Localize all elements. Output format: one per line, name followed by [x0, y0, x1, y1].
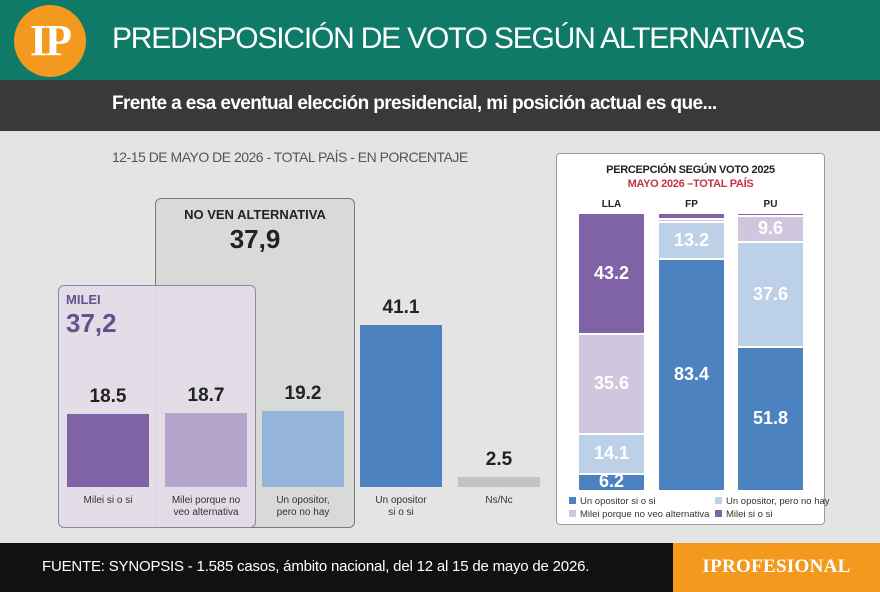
- stacked-segment: [659, 214, 724, 218]
- bar-category-label: Milei si o si: [83, 495, 133, 506]
- bar: [262, 411, 344, 487]
- column-header: FP: [685, 199, 698, 210]
- stacked-segment: [579, 335, 644, 434]
- bar-category-label: Ns/Nc: [485, 495, 513, 506]
- stacked-segment: [738, 243, 803, 346]
- group-milei-value: 37,2: [66, 308, 117, 338]
- legend-item: Milei si o si: [715, 509, 772, 520]
- stacked-segment: [659, 219, 724, 222]
- bar-value-label: 41.1: [382, 296, 420, 318]
- perception-panel: PERCEPCIÓN SEGÚN VOTO 2025 MAYO 2026 –TO…: [556, 153, 830, 525]
- stacked-segment: [659, 260, 724, 490]
- stacked-segment: [738, 347, 803, 490]
- segment-value-label: 51.8: [752, 407, 789, 428]
- bar-value-label: 19.2: [284, 383, 322, 405]
- segment-value-label: 14.1: [593, 442, 630, 463]
- bar-category-label: Un opositor si o si: [375, 495, 427, 518]
- group-no-alternative-label: NO VEN ALTERNATIVA: [184, 207, 326, 222]
- segment-value-label: 43.2: [593, 262, 630, 283]
- bar-category-label: Milei porque no veo alternativa: [171, 495, 241, 518]
- legend-swatch: [569, 497, 576, 504]
- stacked-segment: [738, 216, 803, 242]
- group-no-alternative-value: 37,9: [229, 224, 281, 254]
- legend-text: Milei si o si: [726, 509, 773, 520]
- stacked-segment: [579, 435, 644, 473]
- bar: [360, 324, 442, 487]
- header-bar: [0, 0, 880, 80]
- segment-value-label: 35.6: [593, 373, 630, 394]
- page-subtitle: Frente a esa eventual elección presidenc…: [112, 93, 717, 114]
- stacked-segment: [579, 474, 644, 490]
- brand-box: [673, 543, 880, 592]
- subtitle-bar: [0, 80, 880, 131]
- bar-value-label: 18.5: [89, 385, 127, 407]
- legend-text: Milei porque no veo alternativa: [580, 509, 710, 520]
- panel-subtitle: MAYO 2026 –TOTAL PAÍS: [627, 178, 754, 190]
- brand-name[interactable]: IPROFESIONAL: [702, 556, 851, 577]
- group-milei-label: MILEI: [66, 292, 101, 307]
- group-milei-box: [58, 285, 256, 528]
- legend-item: Milei porque no veo alternativa: [569, 509, 709, 520]
- column-header: PU: [763, 199, 778, 210]
- segment-value-label: 9.6: [757, 218, 784, 239]
- segment-value-label: 13.2: [673, 229, 710, 250]
- stacked-segment: [579, 214, 644, 334]
- legend-item: Un opositor si o si: [569, 496, 656, 507]
- legend-text: Un opositor si o si: [580, 496, 656, 507]
- legend-swatch: [715, 510, 722, 517]
- main-bar-chart: 18.5 Milei si o si 18.7 Milei porque no veo…: [67, 296, 540, 518]
- bar: [458, 477, 540, 487]
- panel-title: PERCEPCIÓN SEGÚN VOTO 2025: [606, 164, 775, 176]
- legend-text: Un opositor, pero no hay: [726, 496, 830, 507]
- survey-meta: 12-15 DE MAYO DE 2026 - TOTAL PAÍS - EN …: [112, 149, 468, 165]
- column-header: LLA: [601, 199, 622, 210]
- segment-value-label: 6.2: [598, 471, 625, 492]
- bar-value-label: 2.5: [485, 449, 513, 471]
- segment-value-label: 83.4: [673, 364, 710, 385]
- segment-value-label: 37.6: [752, 283, 789, 304]
- bar-value-label: 18.7: [187, 385, 225, 407]
- stacked-segment: [659, 223, 724, 259]
- bar: [165, 413, 247, 487]
- source-note: FUENTE: SYNOPSIS - 1.585 casos, ámbito n…: [42, 558, 590, 575]
- page-title: PREDISPOSICIÓN DE VOTO SEGÚN ALTERNATIVA…: [112, 22, 805, 55]
- stacked-segment: [738, 214, 803, 215]
- bar-category-label: Un opositor, pero no hay: [276, 495, 330, 518]
- bar: [67, 413, 149, 487]
- legend-item: Un opositor, pero no hay: [715, 496, 830, 507]
- legend-swatch: [715, 497, 722, 504]
- legend-swatch: [569, 510, 576, 517]
- iprofesional-logo[interactable]: IP: [14, 5, 86, 77]
